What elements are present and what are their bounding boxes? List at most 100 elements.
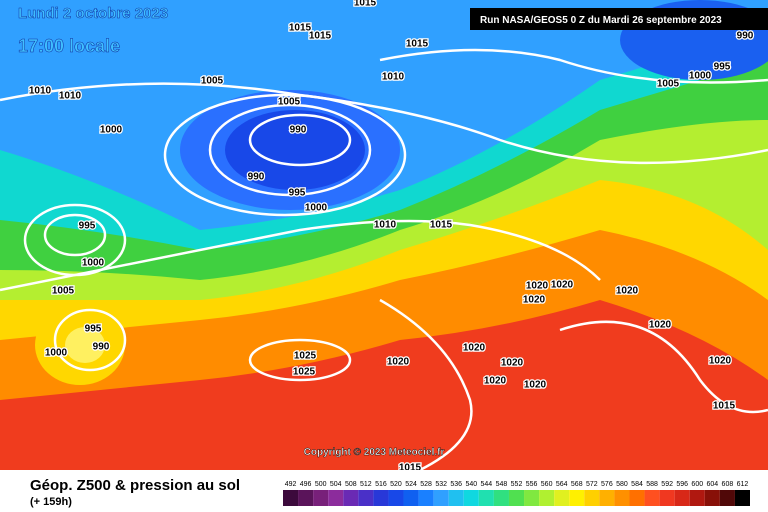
isobar-label: 1000	[45, 348, 68, 359]
scale-label: 588	[646, 481, 658, 488]
isobar-label: 1020	[387, 357, 410, 368]
scale-label: 568	[571, 481, 583, 488]
band	[225, 110, 365, 190]
isobar-label: 1010	[374, 220, 397, 231]
isobar-label: 990	[93, 342, 110, 353]
scale-label: 604	[706, 481, 718, 488]
caption-lead: (+ 159h)	[30, 496, 72, 508]
scale-swatch	[554, 490, 570, 506]
isobar-label: 990	[248, 172, 265, 183]
isobar-label: 1020	[484, 376, 507, 387]
scale-label: 552	[511, 481, 523, 488]
isobars	[0, 48, 768, 472]
scale-label: 536	[450, 481, 462, 488]
scale-label: 504	[330, 481, 342, 488]
isobar	[559, 320, 768, 414]
isobar	[379, 48, 768, 84]
scale-label: 508	[345, 481, 357, 488]
scale-label: 548	[496, 481, 508, 488]
color-scale: 492 496 500 504 508 512 516 520 524 528 532 536 540 5…	[283, 481, 750, 506]
scale-label: 532	[435, 481, 447, 488]
scale-swatch	[659, 490, 675, 506]
isobar-label: 1020	[616, 286, 639, 297]
scale-swatch	[373, 490, 389, 506]
scale-swatch	[524, 490, 540, 506]
isobar-label: 1015	[354, 0, 377, 9]
scale-swatch	[599, 490, 615, 506]
scale-swatch	[614, 490, 630, 506]
scale-swatch	[584, 490, 600, 506]
isobar-label: 995	[714, 62, 731, 73]
isobar	[0, 219, 601, 292]
scale-swatch	[358, 490, 374, 506]
scale-label: 584	[631, 481, 643, 488]
isobar-label: 1020	[501, 358, 524, 369]
isobar-label: 1010	[382, 72, 405, 83]
isobar-label: 990	[290, 125, 307, 136]
isobar-label: 1020	[523, 295, 546, 306]
isobar-label: 995	[85, 324, 102, 335]
isobar	[0, 82, 768, 165]
isobar-label: 1010	[59, 91, 82, 102]
scale-label: 524	[405, 481, 417, 488]
scale-swatch	[298, 490, 314, 506]
isobar-label: 1015	[430, 220, 453, 231]
isobar-label: 1015	[289, 23, 312, 34]
isobar-label: 1020	[463, 343, 486, 354]
scale-swatch	[328, 490, 344, 506]
scale-label: 512	[360, 481, 372, 488]
scale-swatch	[283, 490, 299, 506]
scale-label: 564	[556, 481, 568, 488]
scale-swatch	[629, 490, 645, 506]
isobar-label: 1000	[305, 203, 328, 214]
scale-label: 580	[616, 481, 628, 488]
isobar	[53, 308, 127, 372]
scale-label: 572	[586, 481, 598, 488]
scale-label: 492	[285, 481, 297, 488]
scale-swatch	[403, 490, 419, 506]
scale-label: 608	[722, 481, 734, 488]
isobar	[379, 298, 473, 472]
isobar-label: 1000	[689, 71, 712, 82]
isobar-label: 1020	[551, 280, 574, 291]
scale-label: 544	[481, 481, 493, 488]
scale-swatch	[508, 490, 525, 506]
isobar-label: 1005	[52, 286, 75, 297]
date: Lundi 2 octobre 2023	[18, 5, 168, 22]
run-box	[470, 8, 768, 30]
isobar-label: 995	[289, 188, 306, 199]
isobar-label: 995	[79, 221, 96, 232]
scale-label: 560	[541, 481, 553, 488]
scale-swatch	[674, 490, 690, 506]
isobar-label: 1005	[278, 97, 301, 108]
scale-label: 592	[661, 481, 673, 488]
isobar	[163, 93, 407, 217]
scale-label: 500	[315, 481, 327, 488]
scale-swatch	[418, 490, 434, 506]
caption-title: Géop. Z500 & pression au sol	[30, 477, 240, 494]
isobar-label: 1015	[406, 39, 429, 50]
scale-label: 612	[737, 481, 749, 488]
isobar-label: 1020	[524, 380, 547, 391]
scale-label: 520	[390, 481, 402, 488]
scale-swatch	[313, 490, 329, 506]
scale-swatch	[493, 490, 509, 506]
isobar-label: 1000	[100, 125, 123, 136]
isobar-label: 1005	[657, 79, 680, 90]
scale-swatch	[569, 490, 585, 506]
scale-label: 528	[420, 481, 432, 488]
scale-swatch	[734, 490, 750, 506]
scale-swatch	[388, 490, 404, 506]
isobar	[43, 213, 107, 257]
isobar-label: 990	[737, 31, 754, 42]
scale-swatch	[448, 490, 464, 506]
isobar-label: 1020	[649, 320, 672, 331]
scale-swatch	[644, 490, 660, 506]
isobar-label: 1025	[294, 351, 317, 362]
scale-label: 516	[375, 481, 387, 488]
time: 17:00 locale	[18, 36, 120, 56]
isobar-label: 1005	[201, 76, 224, 87]
copyright: Copyright © 2023 Meteociel.fr	[304, 447, 445, 458]
